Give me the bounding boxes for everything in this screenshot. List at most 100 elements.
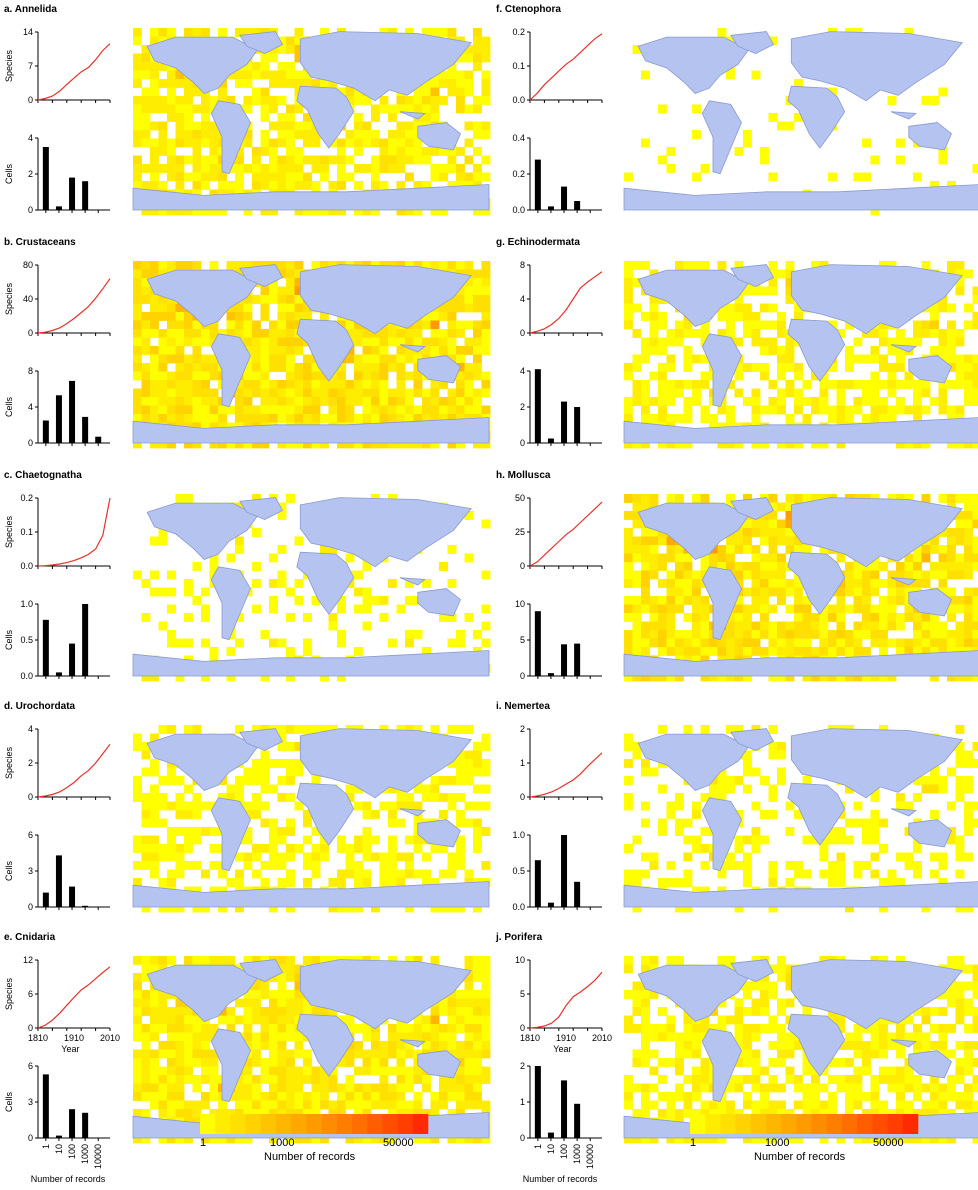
e-bar-100: [69, 1109, 75, 1138]
e-bar-ytick-label-1: 3: [28, 1097, 33, 1107]
c-map-land-5: [418, 589, 461, 616]
j-bar-ytick-label-1: 1: [520, 1097, 525, 1107]
i-bar-1000: [574, 882, 580, 907]
legend-left-scale-swatch-5: [276, 1114, 292, 1134]
b-line-ytick-label-2: 80: [23, 260, 33, 270]
i-bar-1: [535, 860, 541, 907]
e-bar-10: [56, 1136, 62, 1138]
panel-c-title: c. Chaetognatha: [4, 470, 82, 481]
i-bar-ytick-label-0: 0.0: [512, 902, 525, 912]
b-bar-1: [43, 421, 49, 444]
legend-left-scale-swatch-14: [413, 1114, 429, 1134]
a-bar-ytick-label-1: 2: [28, 169, 33, 179]
panel-d-title: d. Urochordata: [4, 701, 75, 712]
h-bar-1000: [574, 644, 580, 676]
h-line-ytick-label-0: 0: [520, 561, 525, 571]
i-bar-ytick-label-2: 1.0: [512, 830, 525, 840]
j-line-xlabel: Year: [553, 1044, 571, 1054]
c-line-ylabel: Species: [4, 515, 14, 548]
e-bar-ylabel: Cells: [4, 1092, 14, 1113]
panel-h-map: [624, 494, 978, 676]
a-bar-10: [56, 206, 62, 210]
d-bar-1: [43, 893, 49, 907]
legend-right: 1 1000 50000 Number of records: [690, 1114, 920, 1164]
panel-j-map: [624, 956, 978, 1138]
j-line-ytick-label-1: 5: [520, 989, 525, 999]
a-line-ytick-label-2: 14: [23, 27, 33, 37]
legend-left-tick-1000: 1000: [270, 1137, 294, 1149]
legend-left-scale-swatch-4: [261, 1114, 277, 1134]
g-bar-100: [561, 402, 567, 443]
i-line-ytick-label-2: 2: [520, 724, 525, 734]
f-line-ytick-label-2: 0.2: [512, 27, 525, 37]
legend-right-scale-swatch-7: [796, 1114, 812, 1134]
legend-right-scale-swatch-13: [888, 1114, 904, 1134]
j-bar-xlabel: Number of records: [523, 1174, 598, 1184]
a-map-land-5: [418, 123, 461, 150]
b-bar-10000: [95, 437, 101, 443]
c-bar-100: [69, 644, 75, 676]
j-line-ytick-label-0: 0: [520, 1023, 525, 1033]
legend-left-scale-swatch-1: [215, 1114, 231, 1134]
i-bar-10: [548, 903, 554, 907]
e-bar-cat-label-2: 100: [67, 1144, 77, 1159]
b-bar-1000: [82, 417, 88, 443]
d-species-curve: [38, 744, 110, 797]
e-bar-cat-label-4: 10000: [93, 1144, 103, 1169]
i-line-ytick-label-0: 0: [520, 792, 525, 802]
legend-right-scale-swatch-14: [903, 1114, 919, 1134]
g-bar-1000: [574, 407, 580, 443]
a-bar-1: [43, 147, 49, 210]
b-bar-100: [69, 381, 75, 443]
e-line-ytick-label-1: 6: [28, 989, 33, 999]
e-line-xtick-label-1: 1910: [64, 1033, 84, 1043]
panel-i-map: [624, 725, 978, 907]
f-map-land-2: [702, 101, 741, 174]
g-bar-ytick-label-1: 2: [520, 402, 525, 412]
c-bar-ytick-label-0: 0.0: [20, 671, 33, 681]
a-species-curve: [38, 44, 110, 100]
f-bar-10: [548, 206, 554, 210]
d-bar-10: [56, 855, 62, 907]
panel-f-charts: 0.00.10.20.00.20.4: [492, 32, 612, 262]
h-bar-ytick-label-1: 5: [520, 635, 525, 645]
legend-left: 1 1000 50000 Number of records: [200, 1114, 430, 1164]
legend-right-scale-swatch-12: [872, 1114, 888, 1134]
legend-left-scale-swatch-8: [322, 1114, 338, 1134]
j-line-xtick-label-1: 1910: [556, 1033, 576, 1043]
f-species-curve: [530, 34, 602, 100]
d-line-ytick-label-0: 0: [28, 792, 33, 802]
legend-right-scale: [690, 1114, 920, 1136]
d-bar-100: [69, 887, 75, 907]
legend-right-scale-swatch-0: [690, 1114, 706, 1134]
g-line-ytick-label-1: 4: [520, 294, 525, 304]
j-line-xtick-label-0: 1810: [520, 1033, 540, 1043]
e-bar-1: [43, 1074, 49, 1138]
g-bar-ytick-label-0: 0: [520, 438, 525, 448]
j-bar-cat-label-2: 100: [559, 1144, 569, 1159]
panel-c-map: [133, 494, 489, 676]
h-bar-ytick-label-0: 0: [520, 671, 525, 681]
panel-e-title: e. Cnidaria: [4, 932, 55, 943]
legend-left-scale-swatch-7: [306, 1114, 322, 1134]
legend-right-scale-swatch-9: [827, 1114, 843, 1134]
c-bar-ytick-label-1: 0.5: [20, 635, 33, 645]
panel-g-map: [624, 261, 978, 443]
c-bar-ytick-label-2: 1.0: [20, 599, 33, 609]
j-bar-cat-label-4: 10000: [585, 1144, 595, 1169]
e-bar-ytick-label-2: 6: [28, 1061, 33, 1071]
b-line-ytick-label-0: 0: [28, 328, 33, 338]
a-bar-ylabel: Cells: [4, 164, 14, 185]
f-bar-ytick-label-2: 0.4: [512, 133, 525, 143]
a-line-ytick-label-1: 7: [28, 61, 33, 71]
legend-right-scale-swatch-8: [812, 1114, 828, 1134]
f-map-land-7: [624, 185, 978, 211]
legend-left-scale-swatch-6: [291, 1114, 307, 1134]
c-line-ytick-label-0: 0.0: [20, 561, 33, 571]
e-bar-ytick-label-0: 0: [28, 1133, 33, 1143]
d-bar-ytick-label-2: 6: [28, 830, 33, 840]
